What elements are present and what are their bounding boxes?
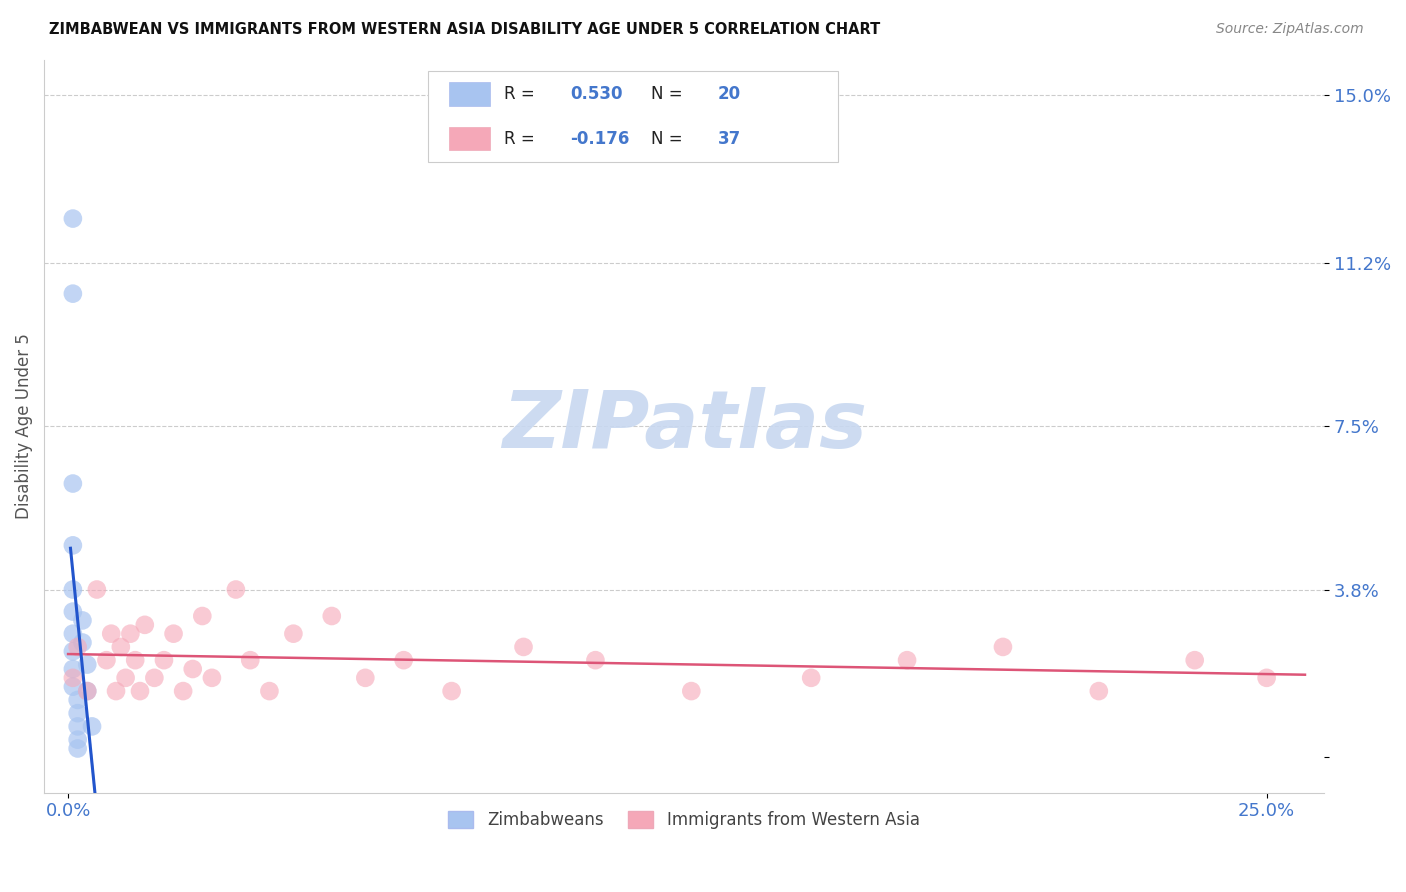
Point — [512, 640, 534, 654]
Point — [66, 741, 89, 756]
Point — [114, 671, 136, 685]
Point — [129, 684, 152, 698]
Text: R =: R = — [503, 129, 540, 148]
Point — [1256, 671, 1278, 685]
FancyBboxPatch shape — [449, 82, 489, 106]
Point — [62, 582, 84, 597]
Point — [162, 626, 184, 640]
Point — [62, 211, 84, 226]
Point — [66, 640, 89, 654]
Point — [225, 582, 247, 597]
Point — [143, 671, 166, 685]
Text: Source: ZipAtlas.com: Source: ZipAtlas.com — [1216, 22, 1364, 37]
Point — [172, 684, 194, 698]
Point — [283, 626, 305, 640]
Point — [66, 719, 89, 733]
Point — [321, 609, 343, 624]
Point — [191, 609, 214, 624]
Point — [66, 732, 89, 747]
Point — [354, 671, 377, 685]
Point — [153, 653, 176, 667]
Point — [392, 653, 415, 667]
Point — [1184, 653, 1206, 667]
Point — [991, 640, 1014, 654]
Point — [76, 657, 98, 672]
Text: ZIMBABWEAN VS IMMIGRANTS FROM WESTERN ASIA DISABILITY AGE UNDER 5 CORRELATION CH: ZIMBABWEAN VS IMMIGRANTS FROM WESTERN AS… — [49, 22, 880, 37]
Point — [105, 684, 128, 698]
Point — [62, 662, 84, 676]
Text: N =: N = — [651, 85, 688, 103]
Point — [124, 653, 146, 667]
Point — [440, 684, 463, 698]
Point — [72, 635, 94, 649]
Point — [896, 653, 918, 667]
Point — [80, 719, 103, 733]
Point — [181, 662, 204, 676]
Point — [1088, 684, 1111, 698]
Point — [201, 671, 224, 685]
Point — [62, 671, 84, 685]
Point — [62, 644, 84, 658]
Point — [62, 538, 84, 552]
FancyBboxPatch shape — [449, 127, 489, 151]
Point — [100, 626, 122, 640]
Point — [259, 684, 281, 698]
Text: N =: N = — [651, 129, 688, 148]
Point — [120, 626, 142, 640]
Y-axis label: Disability Age Under 5: Disability Age Under 5 — [15, 334, 32, 519]
Point — [66, 706, 89, 721]
Point — [76, 684, 98, 698]
Text: 0.530: 0.530 — [571, 85, 623, 103]
Point — [62, 626, 84, 640]
Text: ZIPatlas: ZIPatlas — [502, 387, 866, 465]
Point — [62, 605, 84, 619]
Point — [66, 693, 89, 707]
Point — [681, 684, 703, 698]
Text: R =: R = — [503, 85, 540, 103]
Point — [62, 286, 84, 301]
Point — [62, 476, 84, 491]
Text: 37: 37 — [717, 129, 741, 148]
Legend: Zimbabweans, Immigrants from Western Asia: Zimbabweans, Immigrants from Western Asi… — [441, 804, 927, 836]
Text: 20: 20 — [717, 85, 741, 103]
Point — [72, 614, 94, 628]
Point — [86, 582, 108, 597]
Point — [134, 618, 156, 632]
Point — [110, 640, 132, 654]
Point — [239, 653, 262, 667]
FancyBboxPatch shape — [427, 70, 838, 162]
Point — [800, 671, 823, 685]
Point — [96, 653, 118, 667]
Point — [583, 653, 606, 667]
Point — [62, 680, 84, 694]
Text: -0.176: -0.176 — [571, 129, 630, 148]
Point — [76, 684, 98, 698]
